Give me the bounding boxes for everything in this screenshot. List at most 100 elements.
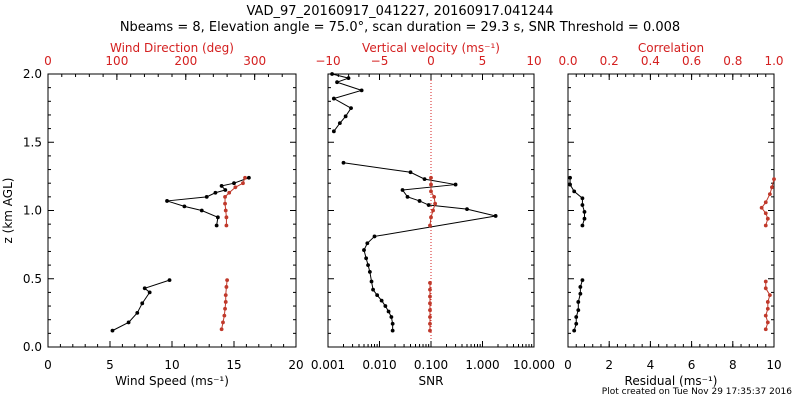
plot-frame: [567, 73, 775, 348]
x-bottom-axis-label: Residual (ms⁻¹): [625, 374, 718, 388]
bottom-series-line: [343, 162, 496, 331]
x-bottom-tick-label: 0.100: [414, 358, 448, 372]
bottom-series-point: [182, 204, 187, 209]
x-top-axis-label: Correlation: [638, 41, 704, 55]
plot-frame: [327, 73, 535, 348]
bottom-series-point: [330, 72, 334, 76]
y-axis-label: z (km AGL): [1, 178, 15, 244]
bottom-series-point: [165, 199, 169, 203]
x-bottom-tick-label: 10.000: [513, 358, 555, 372]
x-top-tick-label: 0.4: [641, 54, 660, 68]
bottom-series-point: [349, 106, 353, 111]
top-series-point: [763, 286, 768, 291]
bottom-series-point: [574, 315, 579, 319]
x-top-tick-label: 1.0: [764, 54, 783, 68]
bottom-series-point: [578, 291, 583, 296]
x-bottom-tick-label: 0: [564, 358, 572, 372]
bottom-series-point: [215, 215, 220, 220]
bottom-series-point: [232, 181, 236, 186]
bottom-series-point: [465, 207, 469, 212]
top-series-point: [765, 300, 770, 304]
x-top-axis-label: Wind Direction (deg): [110, 41, 234, 55]
top-series-point: [219, 327, 224, 332]
bottom-series-point: [364, 256, 369, 261]
bottom-series-point: [362, 248, 366, 252]
top-series-point: [767, 293, 772, 298]
y-tick-label: 0.0: [23, 340, 42, 354]
x-top-axis-label: Vertical velocity (ms⁻¹): [362, 41, 500, 55]
x-top-tick-label: 0.2: [600, 54, 619, 68]
top-series-point: [763, 279, 768, 284]
top-series-point: [428, 301, 432, 306]
top-series-point: [224, 285, 229, 289]
x-bottom-axis-label: Wind Speed (ms⁻¹): [115, 374, 229, 388]
bottom-series-point: [390, 321, 395, 326]
top-series-point: [772, 177, 776, 182]
top-series-point: [428, 308, 432, 313]
bottom-series-point: [580, 196, 585, 201]
bottom-series-point: [493, 214, 498, 218]
x-top-tick-label: 0: [427, 54, 435, 68]
residual-panel: 0 2 4 6 8 10 Residual (ms⁻¹) 0.0 0.2 0.4 0.6 0.8 1.0…: [558, 41, 783, 388]
x-bottom-tick-label: 0.001: [311, 358, 345, 372]
bottom-series-point: [422, 177, 427, 182]
x-bottom-tick-label: 15: [226, 358, 241, 372]
plot-frame: [47, 73, 297, 348]
bottom-series-point: [572, 189, 577, 194]
top-series-point: [223, 201, 227, 206]
top-series-point: [223, 293, 228, 298]
bottom-series-point: [580, 203, 585, 207]
x-bottom-tick-label: 5: [106, 358, 114, 372]
x-bottom-tick-label: 0: [44, 358, 52, 372]
top-series-point: [224, 223, 229, 228]
bottom-series-point: [568, 175, 572, 180]
x-bottom-tick-label: 10: [766, 358, 781, 372]
bottom-series-point: [400, 188, 405, 192]
bottom-series-point: [390, 328, 395, 333]
bottom-series-point: [214, 223, 219, 228]
bottom-series-line: [569, 177, 585, 226]
bottom-series-point: [126, 320, 131, 325]
bottom-series-point: [142, 286, 147, 291]
bottom-series-point: [335, 80, 339, 85]
bottom-series-point: [574, 321, 579, 326]
top-series-point: [763, 223, 768, 228]
top-series-point: [428, 315, 432, 319]
top-series-point: [233, 185, 238, 190]
x-top-tick-label: 200: [174, 54, 197, 68]
bottom-series-point: [331, 129, 336, 134]
page-title: VAD_97_20160917_041227, 20160917.041244: [246, 4, 554, 19]
bottom-series-point: [219, 184, 224, 188]
x-bottom-tick-label: 4: [647, 358, 655, 372]
top-series-point: [431, 208, 435, 213]
bottom-series-point: [453, 182, 458, 187]
bottom-series-point: [572, 328, 577, 333]
bottom-series-point: [568, 182, 572, 187]
top-series-point: [765, 320, 770, 325]
top-series-point: [224, 215, 229, 220]
top-series-point: [429, 175, 433, 180]
bottom-series-point: [383, 304, 388, 308]
x-bottom-tick-label: 6: [688, 358, 696, 372]
top-series-point: [223, 194, 227, 199]
bottom-series-point: [408, 170, 413, 175]
bottom-series-point: [578, 285, 583, 289]
top-series-point: [428, 328, 432, 333]
top-series-point: [227, 190, 232, 195]
bottom-series-point: [576, 308, 581, 313]
plot-credit: Plot created on Tue Nov 29 17:35:37 2016: [601, 387, 792, 397]
bottom-series-point: [367, 270, 372, 274]
top-series-point: [763, 200, 768, 205]
snr-panel: 0.001 0.010 0.100 1.000 10.000 SNR −10 −5 0 5 10 Ve…: [311, 41, 555, 388]
top-series-point: [765, 216, 770, 221]
x-bottom-tick-label: 10: [164, 358, 179, 372]
bottom-series-point: [199, 208, 204, 213]
top-series-point: [222, 313, 227, 318]
x-top-tick-label: 0: [44, 54, 52, 68]
bottom-series-line: [166, 177, 250, 226]
top-series-point: [223, 306, 227, 311]
x-bottom-tick-label: 0.010: [362, 358, 396, 372]
bottom-series-point: [359, 88, 364, 93]
bottom-series-point: [135, 310, 140, 315]
